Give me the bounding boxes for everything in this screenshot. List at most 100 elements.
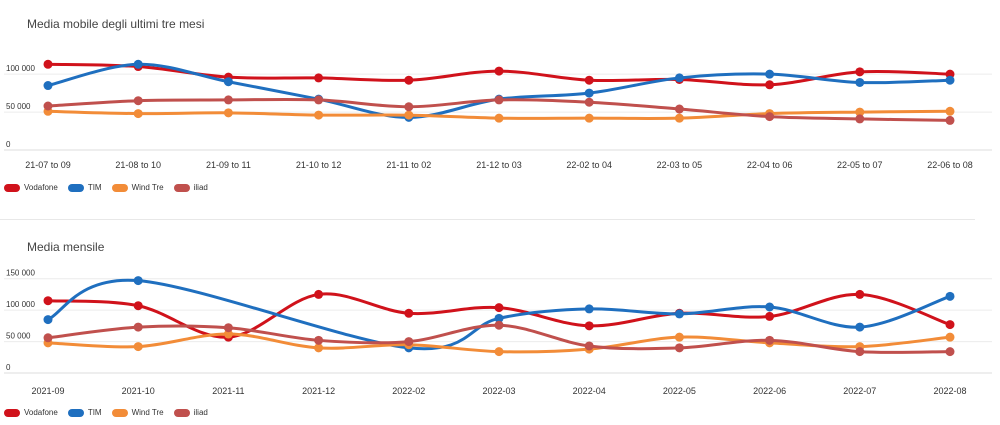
data-point [584, 97, 594, 107]
x-tick-label: 21-09 to 11 [206, 160, 251, 170]
data-point [765, 302, 775, 312]
legend-label: Wind Tre [131, 183, 164, 192]
data-point [584, 304, 594, 314]
legend-item[interactable]: Vodafone [4, 183, 58, 192]
y-tick-label: 0 [6, 140, 11, 149]
x-tick-label: 21-12 to 03 [476, 160, 522, 170]
data-point [584, 321, 594, 331]
data-point [404, 308, 414, 318]
series-tim [43, 276, 955, 353]
data-point [133, 342, 143, 352]
data-point [945, 332, 955, 342]
data-point [855, 114, 865, 124]
data-point [584, 75, 594, 85]
legend-swatch [173, 408, 190, 417]
legend-swatch [67, 183, 84, 192]
legend-item[interactable]: Wind Tre [111, 183, 164, 192]
data-point [765, 311, 775, 321]
divider [0, 219, 975, 220]
data-point [43, 81, 53, 91]
data-point [133, 322, 143, 332]
data-point [674, 104, 684, 114]
legend-label: Vodafone [24, 408, 58, 417]
data-point [404, 110, 414, 120]
legend-label: TIM [87, 408, 102, 417]
y-tick-label: 0 [6, 363, 11, 372]
legend-label: TIM [87, 183, 102, 192]
data-point [855, 107, 865, 117]
data-point [43, 333, 53, 343]
x-tick-label: 2022-04 [573, 386, 606, 396]
data-point [584, 341, 594, 351]
legend-swatch [111, 408, 128, 417]
data-point [494, 320, 504, 330]
data-point [494, 313, 504, 323]
x-tick-label: 22-03 to 05 [657, 160, 703, 170]
legend-item[interactable]: Vodafone [4, 408, 58, 417]
legend-item[interactable]: TIM [67, 408, 102, 417]
chart-title: Media mensile [27, 240, 105, 254]
data-point [945, 106, 955, 116]
x-tick-label: 22-05 to 07 [837, 160, 883, 170]
data-point [494, 95, 504, 105]
data-point [314, 110, 324, 120]
data-point [133, 276, 143, 286]
x-tick-label: 2021-11 [212, 386, 244, 396]
data-point [765, 80, 775, 90]
x-tick-label: 2022-06 [753, 386, 786, 396]
data-point [43, 315, 53, 325]
data-point [223, 108, 233, 118]
data-point [223, 95, 233, 105]
y-tick-label: 100 000 [6, 64, 35, 73]
data-point [945, 75, 955, 85]
legend-swatch [173, 183, 190, 192]
legend-item[interactable]: iliad [173, 408, 208, 417]
data-point [674, 73, 684, 83]
data-point [314, 343, 324, 353]
x-tick-label: 22-02 to 04 [566, 160, 612, 170]
line-chart-rolling: 0 50 000 100 000 21-07 to 09 21-08 to 10 21-0… [4, 59, 992, 170]
data-point [674, 343, 684, 353]
data-point [765, 69, 775, 79]
data-point [855, 77, 865, 87]
series-wind-tre [43, 329, 955, 357]
legend-swatch [67, 408, 84, 417]
data-point [314, 335, 324, 345]
data-point [584, 88, 594, 98]
data-point [765, 112, 775, 122]
legend-item[interactable]: iliad [173, 183, 208, 192]
series-line [46, 278, 952, 351]
legend-item[interactable]: TIM [67, 183, 102, 192]
data-point [314, 289, 324, 299]
legend-label: iliad [193, 183, 208, 192]
data-point [223, 329, 233, 339]
data-point [223, 323, 233, 333]
data-point [404, 102, 414, 112]
legend-swatch [4, 408, 20, 417]
data-point [494, 66, 504, 76]
x-tick-label: 2022-05 [663, 386, 696, 396]
x-tick-label: 22-04 to 06 [747, 160, 793, 170]
x-tick-label: 21-07 to 09 [25, 160, 71, 170]
legend-item[interactable]: Wind Tre [111, 408, 164, 417]
data-point [855, 322, 865, 332]
y-tick-label: 50 000 [6, 332, 31, 341]
y-tick-label: 100 000 [6, 300, 35, 309]
series-wind-tre [43, 106, 955, 123]
data-point [223, 77, 233, 87]
data-point [133, 59, 143, 69]
data-point [674, 309, 684, 319]
data-point [43, 59, 53, 69]
data-point [855, 289, 865, 299]
data-point [674, 332, 684, 342]
legend-label: Wind Tre [131, 408, 164, 417]
data-point [133, 96, 143, 106]
data-point [584, 113, 594, 123]
data-point [855, 347, 865, 357]
line-chart-monthly: 0 50 000 100 000 150 000 2021-09 2021-10 2021-… [4, 269, 992, 396]
legend-swatch [111, 183, 128, 192]
series-iliad [43, 95, 955, 125]
chart-title: Media mobile degli ultimi tre mesi [27, 17, 205, 31]
legend-label: Vodafone [24, 183, 58, 192]
data-point [945, 347, 955, 357]
